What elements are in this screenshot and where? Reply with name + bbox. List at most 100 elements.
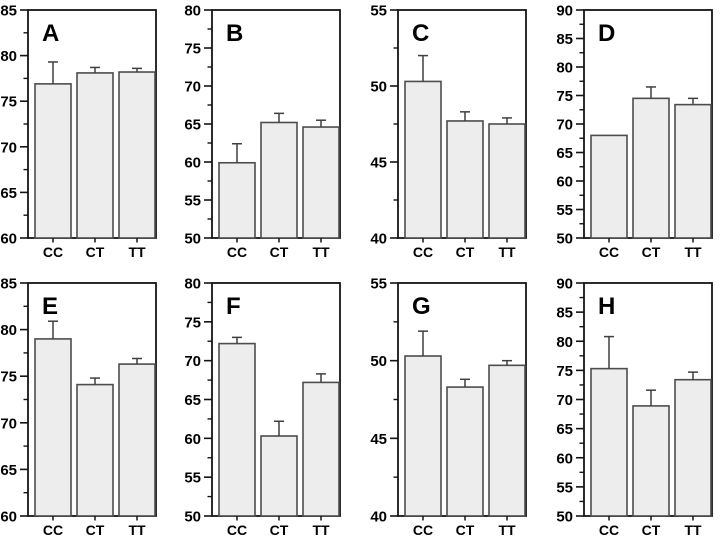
y-tick-label: 75 xyxy=(0,94,17,111)
y-tick-label: 65 xyxy=(0,185,17,202)
x-category-label-ct: CT xyxy=(270,522,289,538)
y-tick-label: 65 xyxy=(556,421,573,438)
bar-tt xyxy=(118,363,156,517)
y-tick-label: 75 xyxy=(556,363,573,380)
x-category-label-cc: CC xyxy=(599,522,619,538)
panel-g: 40 45 50 55 CC CT TT G xyxy=(360,273,540,547)
x-category-label-tt: TT xyxy=(312,522,330,538)
y-tick-label: 70 xyxy=(184,79,201,96)
y-tick-label: 60 xyxy=(184,431,201,448)
y-tick-label: 60 xyxy=(0,231,17,248)
y-tick-label: 55 xyxy=(370,276,387,293)
y-tick-label: 85 xyxy=(0,276,17,293)
x-category-label-ct: CT xyxy=(642,244,661,260)
bar-ct xyxy=(446,120,484,239)
panel-e-chart: 60 65 70 75 80 85 CC CT TT E xyxy=(0,276,157,538)
panel-d: 50 55 60 65 70 75 80 85 90 CC CT TT D xyxy=(540,0,720,273)
y-tick-label: 75 xyxy=(184,314,201,331)
y-tick-label: 60 xyxy=(556,174,573,191)
y-tick-label: 80 xyxy=(0,322,17,339)
bar-cc xyxy=(590,134,628,239)
x-category-label-ct: CT xyxy=(86,522,105,538)
y-tick-label: 45 xyxy=(370,431,387,448)
y-tick-label: 50 xyxy=(184,509,201,526)
y-tick-label: 40 xyxy=(370,509,387,526)
panel-g-chart: 40 45 50 55 CC CT TT G xyxy=(370,276,527,538)
bar-cc xyxy=(34,83,72,239)
panel-letter: D xyxy=(598,20,615,47)
y-tick-label: 50 xyxy=(556,509,573,526)
bar-cc xyxy=(34,338,72,517)
panel-a-chart: 60 65 70 75 80 85 CC CT TT A xyxy=(0,3,157,260)
panel-f: 50 55 60 65 70 75 80 CC CT TT F xyxy=(180,273,360,547)
panel-b-chart: 50 55 60 65 70 75 80 CC CT TT B xyxy=(184,3,341,260)
bar-ct xyxy=(76,72,114,239)
bar-ct xyxy=(76,383,114,517)
panel-f-chart: 50 55 60 65 70 75 80 CC CT TT F xyxy=(184,276,341,538)
bar-ct xyxy=(260,121,298,239)
y-tick-label: 55 xyxy=(556,479,573,496)
y-tick-label: 70 xyxy=(0,139,17,156)
y-tick-label: 45 xyxy=(370,155,387,172)
y-tick-label: 55 xyxy=(556,202,573,219)
panel-letter: F xyxy=(226,293,241,320)
x-category-label-tt: TT xyxy=(684,244,702,260)
bar-cc xyxy=(218,342,256,517)
bar-tt xyxy=(302,126,340,239)
y-tick-label: 70 xyxy=(184,353,201,370)
x-category-label-ct: CT xyxy=(456,522,475,538)
y-tick-label: 80 xyxy=(556,334,573,351)
y-tick-label: 75 xyxy=(556,88,573,105)
bar-cc xyxy=(404,80,442,239)
x-category-label-cc: CC xyxy=(43,244,63,260)
x-category-label-tt: TT xyxy=(128,244,146,260)
bar-tt xyxy=(488,364,526,517)
y-tick-label: 65 xyxy=(556,145,573,162)
panel-letter: A xyxy=(42,20,59,47)
x-category-label-cc: CC xyxy=(413,522,433,538)
panel-d-chart: 50 55 60 65 70 75 80 85 90 CC CT TT D xyxy=(556,3,713,260)
panel-letter: E xyxy=(42,293,58,320)
bar-tt xyxy=(488,123,526,239)
y-tick-label: 65 xyxy=(184,117,201,134)
x-category-label-cc: CC xyxy=(43,522,63,538)
bar-ct xyxy=(632,97,670,239)
bar-tt xyxy=(674,103,712,239)
x-category-label-tt: TT xyxy=(498,522,516,538)
y-tick-label: 90 xyxy=(556,3,573,20)
y-tick-label: 80 xyxy=(0,48,17,65)
panel-e: 60 65 70 75 80 85 CC CT TT E xyxy=(0,273,180,547)
bar-tt xyxy=(118,71,156,239)
y-tick-label: 80 xyxy=(556,60,573,77)
bar-tt xyxy=(302,381,340,517)
panel-h-chart: 50 55 60 65 70 75 80 85 90 CC CT TT H xyxy=(556,276,713,538)
panel-h: 50 55 60 65 70 75 80 85 90 CC CT TT H xyxy=(540,273,720,547)
y-tick-label: 80 xyxy=(184,276,201,293)
x-category-label-cc: CC xyxy=(227,522,247,538)
x-category-label-cc: CC xyxy=(227,244,247,260)
panel-letter: G xyxy=(412,293,431,320)
panel-a: 60 65 70 75 80 85 CC CT TT A xyxy=(0,0,180,273)
x-category-label-ct: CT xyxy=(86,244,105,260)
bar-tt xyxy=(674,378,712,517)
y-tick-label: 65 xyxy=(184,392,201,409)
y-tick-label: 60 xyxy=(556,450,573,467)
y-tick-label: 50 xyxy=(370,353,387,370)
y-tick-label: 65 xyxy=(0,462,17,479)
y-tick-label: 60 xyxy=(184,155,201,172)
x-category-label-cc: CC xyxy=(413,244,433,260)
bar-cc xyxy=(590,367,628,517)
y-tick-label: 55 xyxy=(184,470,201,487)
x-category-label-tt: TT xyxy=(128,522,146,538)
y-tick-label: 90 xyxy=(556,276,573,293)
y-tick-label: 85 xyxy=(556,305,573,322)
y-tick-label: 70 xyxy=(556,117,573,134)
panel-letter: H xyxy=(598,293,615,320)
y-tick-label: 55 xyxy=(370,3,387,20)
y-tick-label: 75 xyxy=(0,369,17,386)
y-tick-label: 70 xyxy=(0,415,17,432)
bar-ct xyxy=(446,386,484,517)
bar-cc xyxy=(404,355,442,517)
bar-cc xyxy=(218,161,256,239)
